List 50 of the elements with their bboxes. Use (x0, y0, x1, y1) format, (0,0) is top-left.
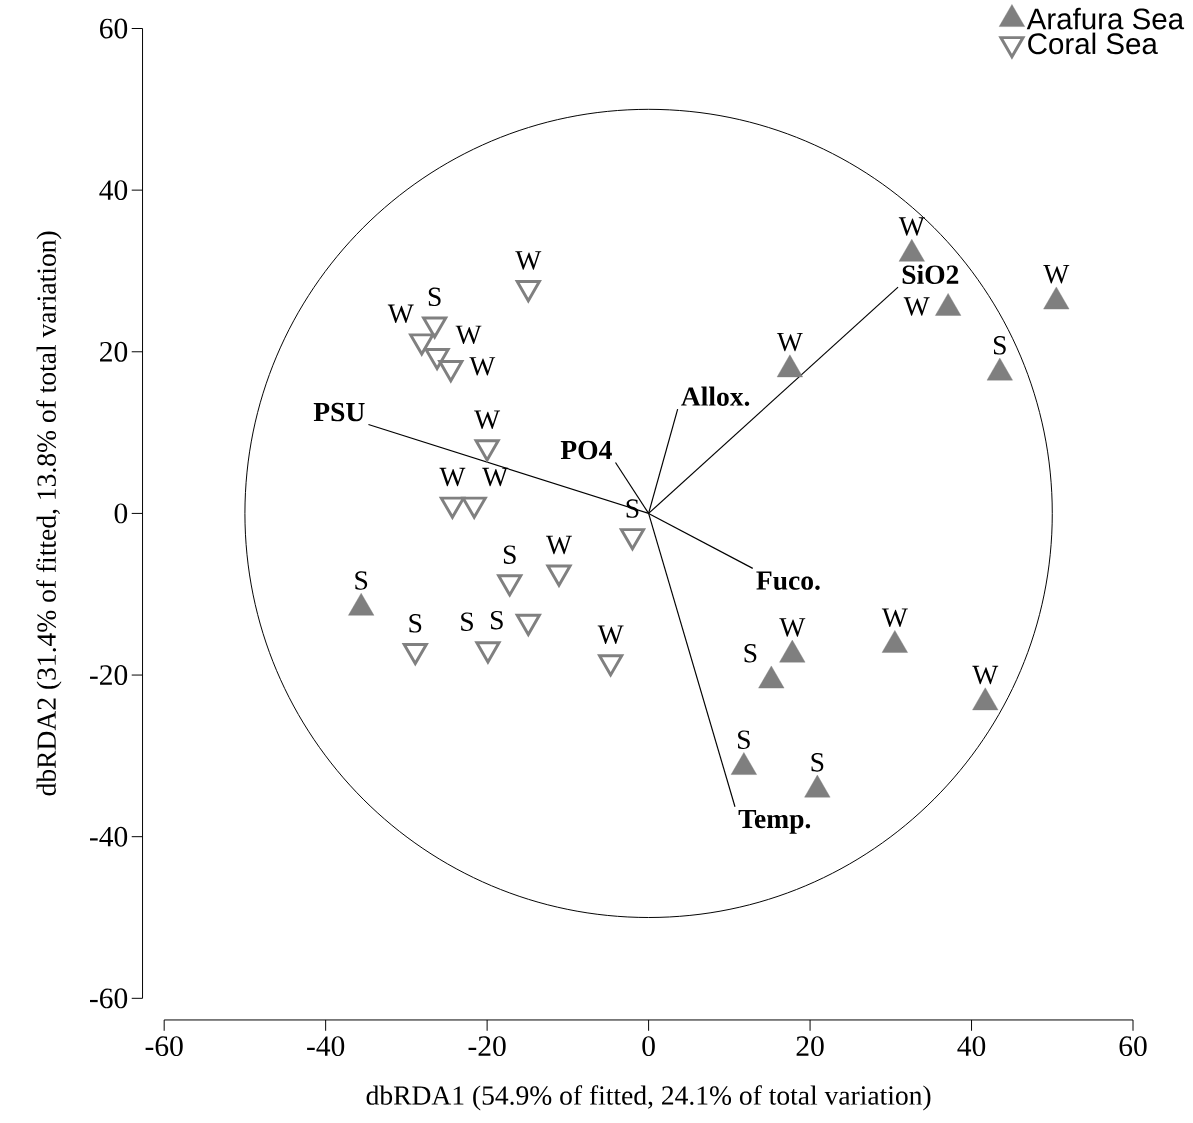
y-axis-title: dbRDA2 (31.4% of fitted, 13.8% of total variation) (36, 231, 62, 796)
annotation: W (1043, 264, 1070, 284)
x-tick-label: 40 (957, 1036, 986, 1057)
annotation: S (461, 612, 473, 631)
y-tick-label: 60 (100, 18, 128, 39)
x-tick-label: 0 (642, 1036, 655, 1057)
series-label: Fuco. (756, 571, 820, 590)
x-tick-label: -60 (145, 1036, 183, 1057)
y-tick-label: -40 (90, 826, 128, 847)
series-label: SiO2 (902, 264, 959, 284)
series-label: Temp. (738, 809, 811, 834)
annotation: S (428, 287, 441, 307)
annotation: W (515, 251, 542, 270)
y-tick-label: -20 (90, 664, 128, 685)
legend-label: Coral Sea (1028, 32, 1158, 55)
annotation: S (409, 613, 422, 633)
series-label: Allox. (681, 386, 750, 406)
series-label: PO4 (560, 440, 612, 460)
annotation: W (881, 608, 908, 627)
annotation: W (776, 332, 803, 352)
annotation: W (903, 297, 930, 316)
y-tick-label: -60 (90, 988, 128, 1009)
annotation: W (474, 410, 501, 429)
annotation: S (503, 545, 516, 564)
x-tick-label: -40 (307, 1036, 345, 1057)
y-tick-label: 40 (99, 180, 128, 200)
annotation: S (355, 571, 368, 590)
y-tick-label: 20 (100, 341, 128, 362)
series-label: PSU (313, 402, 365, 422)
annotation: S (993, 335, 1006, 355)
annotation: W (597, 625, 624, 644)
annotation: W (898, 217, 925, 236)
annotation: S (738, 730, 750, 749)
annotation: W (455, 325, 482, 344)
annotation: W (972, 665, 999, 685)
annotation: W (387, 304, 414, 323)
annotation: W (779, 618, 806, 637)
x-tick-label: 20 (796, 1036, 824, 1057)
annotation: S (811, 753, 824, 772)
annotation: S (491, 610, 503, 630)
annotation: W (482, 467, 509, 487)
annotation: S (744, 643, 757, 663)
x-tick-label: -20 (468, 1036, 506, 1057)
legend-label: Arafura Sea (1026, 7, 1185, 30)
y-tick-label: 0 (114, 503, 128, 524)
annotation: W (439, 467, 466, 487)
annotation: W (469, 357, 496, 376)
x-axis-title: dbRDA1 (54.9% of fitted, 24.1% of total variation) (366, 1085, 931, 1111)
x-tick-label: 60 (1119, 1036, 1147, 1057)
annotation: W (546, 535, 572, 555)
